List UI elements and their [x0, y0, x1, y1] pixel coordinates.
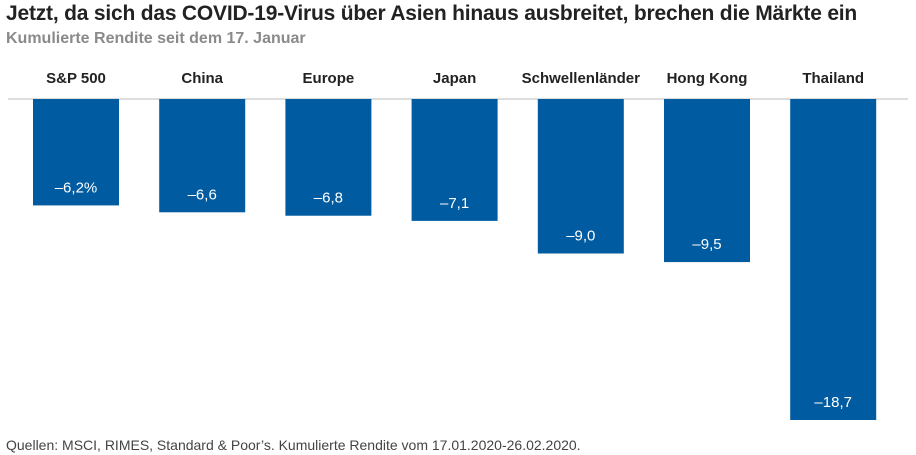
data-label: –18,7: [814, 394, 852, 411]
category-label: Europe: [303, 70, 355, 87]
bar: [790, 99, 877, 420]
data-label: –6,2%: [55, 179, 98, 196]
bar: [33, 99, 119, 206]
category-label: Thailand: [802, 70, 864, 87]
category-label: Hong Kong: [667, 70, 748, 87]
bar: [664, 99, 750, 263]
data-label: –6,6: [188, 186, 217, 203]
category-label: S&P 500: [46, 70, 106, 87]
source-note: Quellen: MSCI, RIMES, Standard & Poor’s.…: [6, 437, 581, 453]
bar: [411, 99, 498, 221]
data-label: –7,1: [440, 195, 469, 212]
data-label: –9,5: [692, 236, 721, 253]
data-label: –9,0: [566, 227, 595, 244]
category-label: China: [181, 70, 223, 87]
chart-title: Jetzt, da sich das COVID-19-Virus über A…: [6, 2, 858, 25]
chart-subtitle: Kumulierte Rendite seit dem 17. Januar: [6, 30, 306, 47]
bar: [159, 99, 246, 213]
data-label: –6,8: [314, 190, 343, 207]
category-label: Japan: [433, 70, 476, 87]
category-label: Schwellenländer: [522, 70, 641, 87]
bar: [537, 99, 624, 254]
bar: [285, 99, 372, 216]
